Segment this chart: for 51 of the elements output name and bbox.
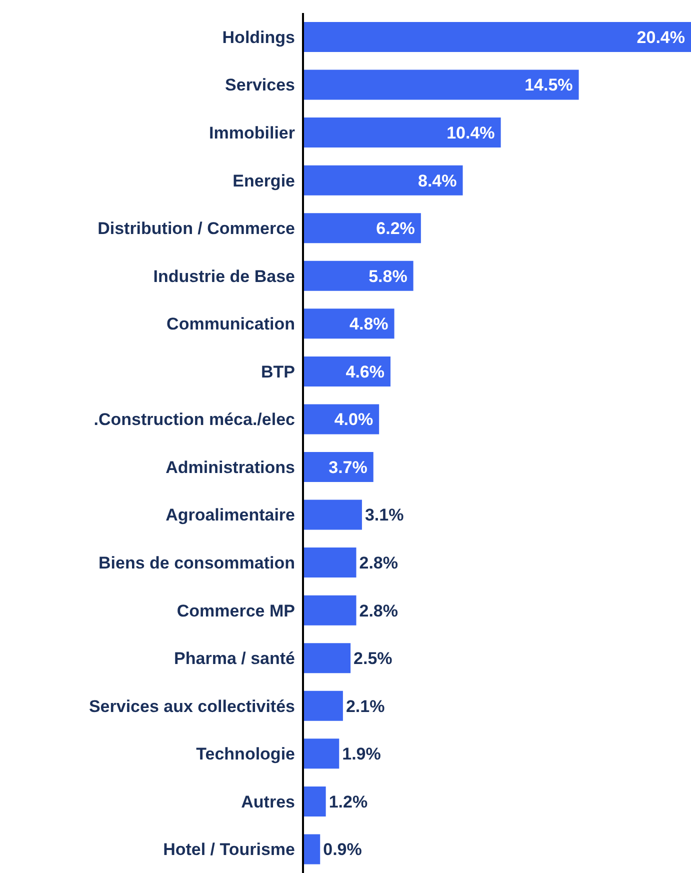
- bar: [303, 118, 501, 148]
- bar: [303, 643, 351, 674]
- data-label: 4.6%: [346, 362, 384, 382]
- bar: [303, 834, 320, 864]
- y-tick-label: Pharma / santé: [174, 649, 295, 668]
- data-label: 3.7%: [328, 458, 368, 477]
- data-label: 3.1%: [364, 506, 404, 525]
- y-tick-label: Biens de consommation: [98, 553, 295, 572]
- y-tick-label: .Construction méca./elec: [94, 410, 295, 430]
- y-tick-label: Autres: [241, 792, 295, 812]
- y-tick-label: Immobilier: [209, 123, 296, 142]
- bar: [303, 22, 691, 52]
- data-label: 1.9%: [342, 744, 381, 764]
- data-label: 2.5%: [354, 649, 392, 668]
- y-tick-label: Energie: [232, 171, 295, 190]
- data-label: 4.0%: [334, 410, 374, 430]
- data-label: 2.8%: [359, 601, 398, 620]
- y-tick-label: Distribution / Commerce: [98, 219, 295, 238]
- y-tick-label: Services: [225, 76, 295, 95]
- bar: [303, 690, 343, 721]
- bar: [303, 213, 421, 244]
- data-label: 6.2%: [376, 219, 415, 238]
- y-tick-label: Administrations: [166, 458, 295, 477]
- y-tick-label: Industrie de Base: [153, 266, 295, 286]
- data-label: 8.4%: [418, 171, 457, 190]
- y-tick-label: Communication: [166, 314, 295, 334]
- bar: [303, 738, 340, 769]
- bar: [303, 260, 414, 291]
- bar: [303, 165, 463, 196]
- y-tick-label: Holdings: [222, 28, 295, 47]
- y-tick-label: Agroalimentaire: [166, 506, 295, 525]
- bar: [303, 548, 356, 578]
- data-label: 0.9%: [323, 840, 362, 860]
- bar: [303, 595, 356, 626]
- bar: [303, 70, 579, 100]
- data-label: 1.2%: [328, 792, 368, 812]
- data-label: 4.8%: [350, 314, 388, 334]
- y-tick-label: Hotel / Tourisme: [163, 840, 295, 860]
- data-label: 2.1%: [346, 696, 385, 716]
- y-tick-label: Services aux collectivités: [88, 696, 295, 716]
- data-label: 2.8%: [359, 554, 398, 573]
- data-label: 5.8%: [368, 266, 408, 286]
- y-tick-label: Technologie: [196, 744, 295, 764]
- data-label: 20.4%: [636, 28, 685, 47]
- bar: [303, 308, 394, 339]
- bar: [303, 500, 362, 530]
- data-label: 10.4%: [446, 124, 495, 143]
- data-label: 14.5%: [524, 76, 573, 95]
- bar: [303, 786, 326, 816]
- y-tick-label: BTP: [261, 362, 295, 382]
- y-tick-label: Commerce MP: [176, 601, 295, 620]
